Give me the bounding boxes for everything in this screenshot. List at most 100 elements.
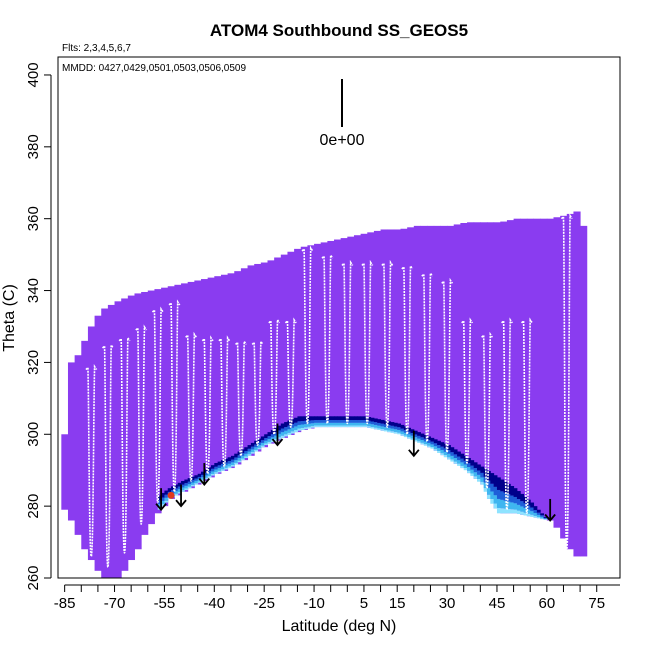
field-column <box>447 225 455 460</box>
band-mid <box>177 486 182 490</box>
band-light <box>360 422 365 426</box>
band-light <box>483 482 488 489</box>
x-tick-label: -10 <box>303 595 325 612</box>
field-column <box>300 246 308 430</box>
field-column <box>280 254 288 438</box>
band-dark <box>506 483 511 495</box>
band-light <box>357 422 362 426</box>
band-mid <box>347 420 352 423</box>
band-light <box>227 463 232 467</box>
band-dark <box>373 418 378 423</box>
band-cyan <box>210 474 215 476</box>
flight-trace <box>85 364 98 558</box>
band-mid <box>264 438 269 441</box>
band-dark <box>417 432 421 436</box>
band-dark <box>277 425 282 431</box>
band-light <box>274 435 278 439</box>
band-cyan <box>397 432 402 435</box>
band-mid <box>506 494 511 502</box>
band-mid <box>360 420 365 423</box>
band-light <box>214 469 219 473</box>
field-column <box>94 315 102 571</box>
band-cyan <box>320 425 325 428</box>
band-cyan <box>457 463 461 466</box>
field-column <box>327 240 335 428</box>
field-column <box>247 265 255 456</box>
band-dark <box>377 419 382 423</box>
band-mid <box>516 499 521 505</box>
band-light <box>244 453 249 457</box>
scale-label: 0e+00 <box>320 132 365 149</box>
band-dark <box>334 416 338 421</box>
band-dark <box>244 447 249 451</box>
flight-trace <box>284 317 297 428</box>
band-light <box>297 424 302 429</box>
band-mid <box>493 486 498 496</box>
band-light <box>191 482 195 485</box>
arrow-head <box>175 499 187 508</box>
band-light <box>194 480 199 484</box>
band-dark <box>463 455 468 461</box>
band-mid <box>420 437 425 441</box>
band-dark <box>327 416 332 421</box>
band-dark <box>220 460 225 464</box>
band-cyan <box>367 426 372 428</box>
band-mid <box>257 442 262 446</box>
band-cyan <box>390 431 395 433</box>
band-cyan <box>324 425 328 428</box>
band-light <box>200 477 205 480</box>
band-dark <box>540 513 545 516</box>
band-light <box>493 495 498 504</box>
y-tick-label: 340 <box>25 278 42 303</box>
band-cyan <box>400 434 405 436</box>
band-light <box>157 503 162 508</box>
band-cyan <box>197 481 202 483</box>
band-cyan <box>234 462 239 465</box>
band-dark <box>207 467 212 471</box>
band-cyan <box>477 479 481 482</box>
band-light <box>350 422 355 426</box>
field-column <box>427 225 435 448</box>
band-mid <box>380 423 385 427</box>
band-light <box>267 439 272 442</box>
band-mid <box>310 420 315 424</box>
band-mid <box>217 465 222 469</box>
band-mid <box>317 420 322 423</box>
band-mid <box>543 517 548 519</box>
x-tick-label: -55 <box>154 595 176 612</box>
band-dark <box>340 416 345 421</box>
flight-trace <box>560 213 573 551</box>
band-mid <box>363 420 368 423</box>
band-dark <box>496 477 501 490</box>
field-column <box>187 281 195 489</box>
band-light <box>184 485 189 489</box>
band-cyan <box>250 452 255 454</box>
band-light <box>307 423 312 427</box>
band-mid <box>314 420 318 423</box>
band-mid <box>187 481 192 485</box>
band-mid <box>307 420 312 424</box>
y-tick-label: 320 <box>25 350 42 375</box>
band-dark <box>257 438 262 443</box>
band-dark <box>164 490 169 495</box>
band-dark <box>473 462 478 469</box>
band-dark <box>437 440 441 446</box>
field-column <box>147 290 155 525</box>
band-light <box>430 444 435 448</box>
band-light <box>314 422 318 426</box>
arrow-head <box>408 449 420 458</box>
band-mid <box>450 452 455 456</box>
band-dark <box>530 502 535 508</box>
band-cyan <box>440 453 445 456</box>
band-cyan <box>423 444 428 446</box>
band-mid <box>274 432 278 436</box>
x-tick-label: 30 <box>439 595 456 612</box>
band-dark <box>200 471 205 475</box>
band-cyan <box>191 484 195 487</box>
band-cyan <box>184 488 189 490</box>
band-mid <box>237 455 242 458</box>
band-mid <box>267 436 272 440</box>
band-dark <box>274 427 278 433</box>
band-cyan <box>480 481 485 485</box>
band-cyan <box>277 437 282 440</box>
